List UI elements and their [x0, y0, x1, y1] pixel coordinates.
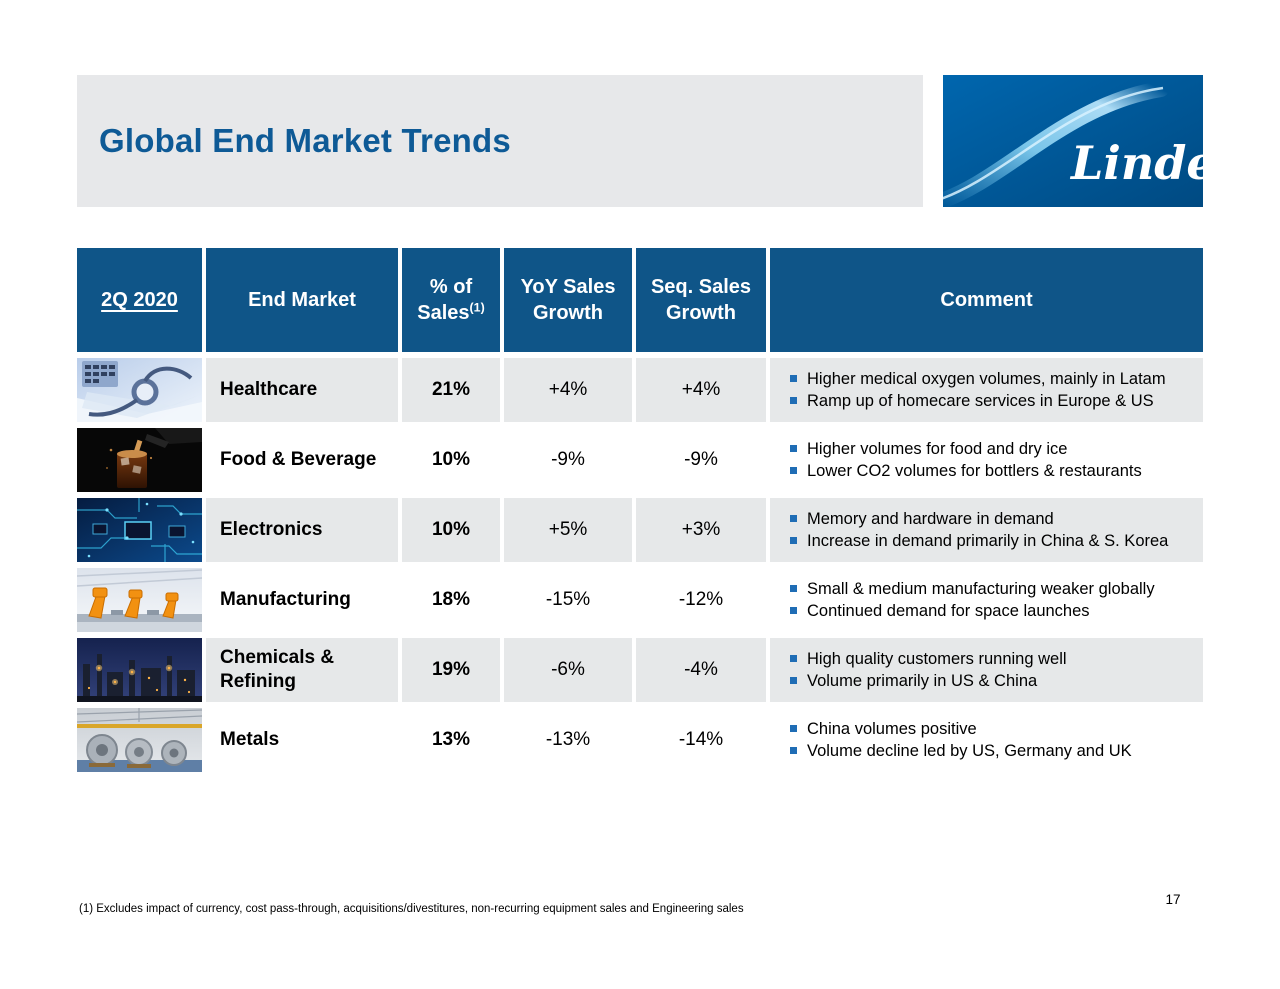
bullet-icon — [790, 585, 797, 592]
comment-text: Higher medical oxygen volumes, mainly in… — [807, 370, 1166, 388]
page-number: 17 — [1165, 892, 1181, 907]
header-end-market: End Market — [206, 248, 398, 352]
bullet-icon — [790, 747, 797, 754]
pct-of-sales-value: 10% — [402, 498, 500, 562]
seq-growth-value: +4% — [636, 358, 766, 422]
table-row-electronics: Electronics 10% +5% +3% Memory and hardw… — [77, 498, 1203, 562]
linde-logo-icon: Linde — [927, 75, 1216, 211]
page-title: Global End Market Trends — [99, 122, 511, 159]
comment-text: Continued demand for space launches — [807, 602, 1090, 620]
seq-growth-value: -12% — [636, 568, 766, 632]
table-row-metals: Metals 13% -13% -14% China volumes posit… — [77, 708, 1203, 772]
comment-text: Memory and hardware in demand — [807, 510, 1054, 528]
seq-growth-value: -4% — [636, 638, 766, 702]
table-row-chemicals-refining: Chemicals & Refining 19% -6% -4% High qu… — [77, 638, 1203, 702]
metals-photo — [77, 708, 202, 772]
comment-text: Ramp up of homecare services in Europe &… — [807, 392, 1154, 410]
pct-of-sales-value: 19% — [402, 638, 500, 702]
electronics-photo — [77, 498, 202, 562]
table-row-healthcare: Healthcare 21% +4% +4% Higher medical ox… — [77, 358, 1203, 422]
yoy-growth-value: -13% — [504, 708, 632, 772]
bullet-icon — [790, 607, 797, 614]
chemicals-refining-photo-icon — [77, 638, 202, 702]
comment-cell: Higher medical oxygen volumes, mainly in… — [770, 358, 1203, 422]
bullet-icon — [790, 655, 797, 662]
pct-of-sales-value: 13% — [402, 708, 500, 772]
seq-growth-value: +3% — [636, 498, 766, 562]
market-name: Manufacturing — [206, 568, 398, 632]
seq-growth-value: -9% — [636, 428, 766, 492]
end-market-table: 2Q 2020 End Market % of Sales(1) YoY Sal… — [77, 248, 1203, 778]
food-beverage-photo-icon — [77, 428, 202, 492]
comment-cell: High quality customers running well Volu… — [770, 638, 1203, 702]
yoy-growth-value: -6% — [504, 638, 632, 702]
yoy-growth-value: +4% — [504, 358, 632, 422]
bullet-icon — [790, 677, 797, 684]
comment-cell: China volumes positive Volume decline le… — [770, 708, 1203, 772]
bullet-icon — [790, 397, 797, 404]
comment-text: Volume decline led by US, Germany and UK — [807, 742, 1132, 760]
header-yoy-sales-growth: YoY Sales Growth — [504, 248, 632, 352]
table-row-food-beverage: Food & Beverage 10% -9% -9% Higher volum… — [77, 428, 1203, 492]
comment-cell: Small & medium manufacturing weaker glob… — [770, 568, 1203, 632]
market-name: Metals — [206, 708, 398, 772]
header-comment: Comment — [770, 248, 1203, 352]
comment-cell: Memory and hardware in demand Increase i… — [770, 498, 1203, 562]
market-name: Healthcare — [206, 358, 398, 422]
table-row-manufacturing: Manufacturing 18% -15% -12% Small & medi… — [77, 568, 1203, 632]
pct-of-sales-value: 21% — [402, 358, 500, 422]
yoy-growth-value: +5% — [504, 498, 632, 562]
bullet-icon — [790, 375, 797, 382]
chemicals-refining-photo — [77, 638, 202, 702]
logo-wordmark: Linde — [1069, 136, 1203, 190]
electronics-photo-icon — [77, 498, 202, 562]
comment-cell: Higher volumes for food and dry ice Lowe… — [770, 428, 1203, 492]
comment-text: China volumes positive — [807, 720, 977, 738]
yoy-growth-value: -9% — [504, 428, 632, 492]
title-banner: Global End Market Trends — [77, 75, 923, 207]
manufacturing-photo — [77, 568, 202, 632]
market-name: Food & Beverage — [206, 428, 398, 492]
table-header-row: 2Q 2020 End Market % of Sales(1) YoY Sal… — [77, 248, 1203, 352]
comment-text: Increase in demand primarily in China & … — [807, 532, 1169, 550]
food-beverage-photo — [77, 428, 202, 492]
linde-logo: Linde — [927, 75, 1216, 211]
seq-growth-value: -14% — [636, 708, 766, 772]
comment-text: Lower CO2 volumes for bottlers & restaur… — [807, 462, 1142, 480]
comment-text: Volume primarily in US & China — [807, 672, 1038, 690]
footnote: (1) Excludes impact of currency, cost pa… — [79, 903, 744, 915]
pct-of-sales-value: 18% — [402, 568, 500, 632]
healthcare-photo — [77, 358, 202, 422]
bullet-icon — [790, 445, 797, 452]
manufacturing-photo-icon — [77, 568, 202, 632]
pct-of-sales-value: 10% — [402, 428, 500, 492]
bullet-icon — [790, 515, 797, 522]
bullet-icon — [790, 537, 797, 544]
metals-photo-icon — [77, 708, 202, 772]
comment-text: Higher volumes for food and dry ice — [807, 440, 1068, 458]
comment-text: High quality customers running well — [807, 650, 1067, 668]
yoy-growth-value: -15% — [504, 568, 632, 632]
header-period: 2Q 2020 — [77, 248, 202, 352]
header-pct-of-sales: % of Sales(1) — [402, 248, 500, 352]
healthcare-photo-icon — [77, 358, 202, 422]
comment-text: Small & medium manufacturing weaker glob… — [807, 580, 1155, 598]
bullet-icon — [790, 725, 797, 732]
market-name: Chemicals & Refining — [206, 638, 398, 702]
bullet-icon — [790, 467, 797, 474]
header-seq-sales-growth: Seq. Sales Growth — [636, 248, 766, 352]
market-name: Electronics — [206, 498, 398, 562]
